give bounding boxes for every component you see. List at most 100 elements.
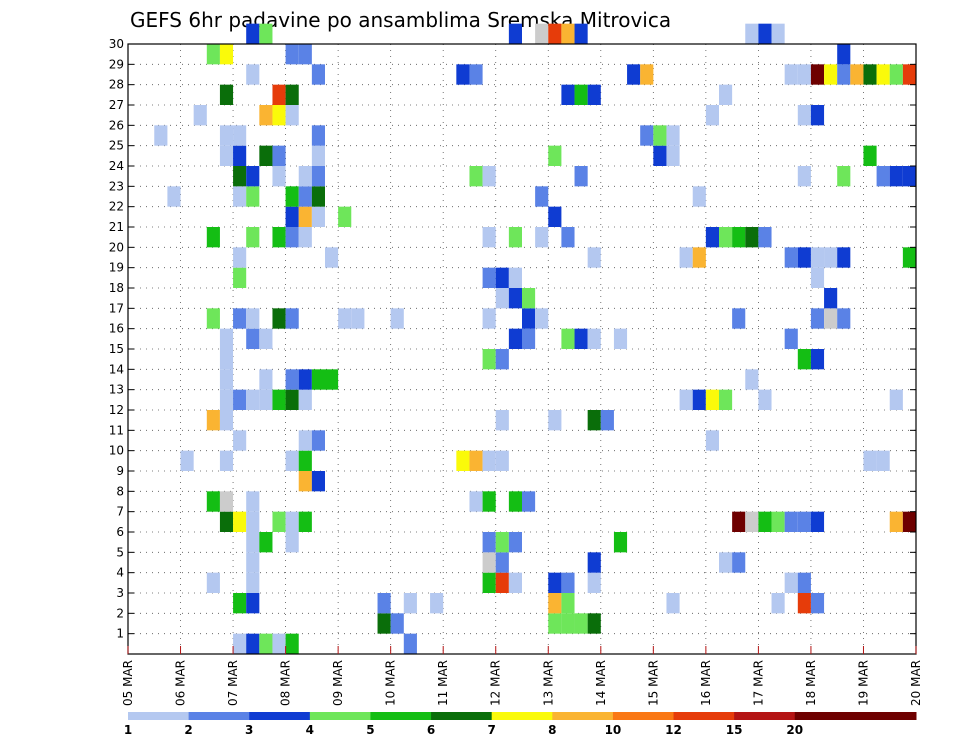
heatmap-cell bbox=[233, 593, 247, 614]
heatmap-cell bbox=[219, 328, 234, 349]
heatmap-cell bbox=[298, 369, 312, 390]
heatmap-cell bbox=[902, 247, 916, 268]
heatmap-cell bbox=[784, 64, 798, 85]
y-tick-label: 23 bbox=[109, 179, 124, 193]
heatmap-cell bbox=[745, 369, 759, 390]
heatmap-cell bbox=[298, 166, 312, 187]
heatmap-cell bbox=[206, 491, 220, 512]
heatmap-cell bbox=[259, 145, 273, 166]
heatmap-cell bbox=[298, 450, 312, 471]
heatmap-cell bbox=[535, 227, 549, 248]
y-tick-label: 27 bbox=[109, 98, 124, 112]
y-tick-label: 12 bbox=[109, 403, 124, 417]
heatmap-cell bbox=[246, 572, 260, 593]
x-axis: 05 MAR 06 MAR 07 MAR 08 MAR 09 MAR 10 MAR 11 M… bbox=[121, 646, 923, 706]
y-tick-label: 8 bbox=[116, 484, 124, 498]
heatmap-cell bbox=[824, 64, 838, 85]
heatmap-cell bbox=[508, 532, 522, 553]
heatmap-cell bbox=[233, 308, 247, 329]
x-tick-label: 20 MAR bbox=[909, 660, 923, 706]
heatmap-cell bbox=[285, 633, 299, 654]
heatmap-cell bbox=[732, 308, 746, 329]
heatmap-cell bbox=[311, 64, 325, 85]
heatmap-cell bbox=[784, 572, 798, 593]
heatmap-cell bbox=[285, 308, 299, 329]
heatmap-cell bbox=[246, 64, 260, 85]
heatmap-cell bbox=[863, 450, 877, 471]
heatmap-cell bbox=[587, 247, 601, 268]
heatmap-cell bbox=[600, 410, 614, 431]
heatmap-cell bbox=[561, 593, 575, 614]
heatmap-cell bbox=[456, 64, 470, 85]
heatmap-cell bbox=[797, 572, 811, 593]
x-tick-label: 05 MAR bbox=[121, 660, 135, 706]
heatmap-cell bbox=[233, 389, 247, 410]
colorbar-swatch bbox=[734, 712, 796, 720]
heatmap-cell bbox=[390, 308, 404, 329]
heatmap-cell bbox=[587, 84, 601, 105]
x-tick-label: 16 MAR bbox=[699, 660, 713, 706]
heatmap-cell bbox=[640, 125, 654, 146]
heatmap-cell bbox=[876, 64, 890, 85]
heatmap-cell bbox=[508, 328, 522, 349]
heatmap-cell bbox=[705, 105, 719, 126]
heatmap-cell bbox=[403, 633, 417, 654]
heatmap-cell bbox=[246, 308, 260, 329]
heatmap-cell bbox=[758, 23, 772, 44]
heatmap-cell bbox=[482, 491, 496, 512]
heatmap-cell bbox=[272, 227, 286, 248]
heatmap-cell bbox=[311, 206, 325, 227]
heatmap-cell bbox=[298, 186, 312, 207]
heatmap-cell bbox=[482, 227, 496, 248]
heatmap-cell bbox=[561, 23, 575, 44]
heatmap-cell bbox=[810, 308, 825, 329]
heatmap-cell bbox=[259, 389, 273, 410]
heatmap-cell bbox=[154, 125, 168, 146]
heatmap-cell bbox=[495, 532, 509, 553]
heatmap-cell bbox=[548, 593, 562, 614]
heatmap-cell bbox=[311, 430, 325, 451]
heatmap-cell bbox=[587, 328, 601, 349]
colorbar-swatch bbox=[794, 712, 856, 720]
heatmap-cell bbox=[745, 227, 759, 248]
y-tick-label: 15 bbox=[109, 342, 124, 356]
heatmap-cell bbox=[535, 23, 549, 44]
heatmap-cell bbox=[797, 247, 811, 268]
heatmap-cell bbox=[285, 186, 299, 207]
heatmap-cell bbox=[732, 552, 746, 573]
heatmap-cell bbox=[797, 166, 811, 187]
heatmap-cell bbox=[469, 64, 483, 85]
heatmap-cell bbox=[325, 369, 339, 390]
x-tick-label: 08 MAR bbox=[279, 660, 293, 706]
heatmap-cell bbox=[219, 349, 234, 370]
y-tick-label: 20 bbox=[109, 240, 124, 254]
heatmap-cell bbox=[469, 491, 483, 512]
x-tick-label: 12 MAR bbox=[489, 660, 503, 706]
y-tick-label: 28 bbox=[109, 78, 124, 92]
colorbar-label: 5 bbox=[366, 723, 374, 737]
colorbar-swatch bbox=[249, 712, 311, 720]
heatmap-cell bbox=[561, 227, 575, 248]
heatmap-cell bbox=[482, 552, 496, 573]
heatmap-cell bbox=[219, 369, 234, 390]
heatmap-cell bbox=[561, 572, 575, 593]
colorbar-swatch bbox=[431, 712, 493, 720]
heatmap-cell bbox=[574, 23, 588, 44]
colorbar-swatch bbox=[673, 712, 735, 720]
heatmap-cell bbox=[338, 206, 352, 227]
x-tick-label: 18 MAR bbox=[804, 660, 818, 706]
heatmap-cell bbox=[574, 328, 588, 349]
heatmap-cell bbox=[377, 613, 391, 634]
colorbar-swatch bbox=[612, 712, 675, 720]
heatmap-cell bbox=[495, 288, 509, 309]
y-tick-label: 5 bbox=[116, 545, 124, 559]
y-tick-label: 17 bbox=[109, 301, 124, 315]
heatmap-cell bbox=[403, 593, 417, 614]
heatmap-cell bbox=[285, 206, 299, 227]
heatmap-cell bbox=[219, 450, 234, 471]
heatmap-cell bbox=[285, 389, 299, 410]
heatmap-cell bbox=[574, 613, 588, 634]
heatmap-cell bbox=[206, 44, 220, 65]
heatmap-cell bbox=[889, 511, 903, 532]
heatmap-cell bbox=[482, 572, 496, 593]
